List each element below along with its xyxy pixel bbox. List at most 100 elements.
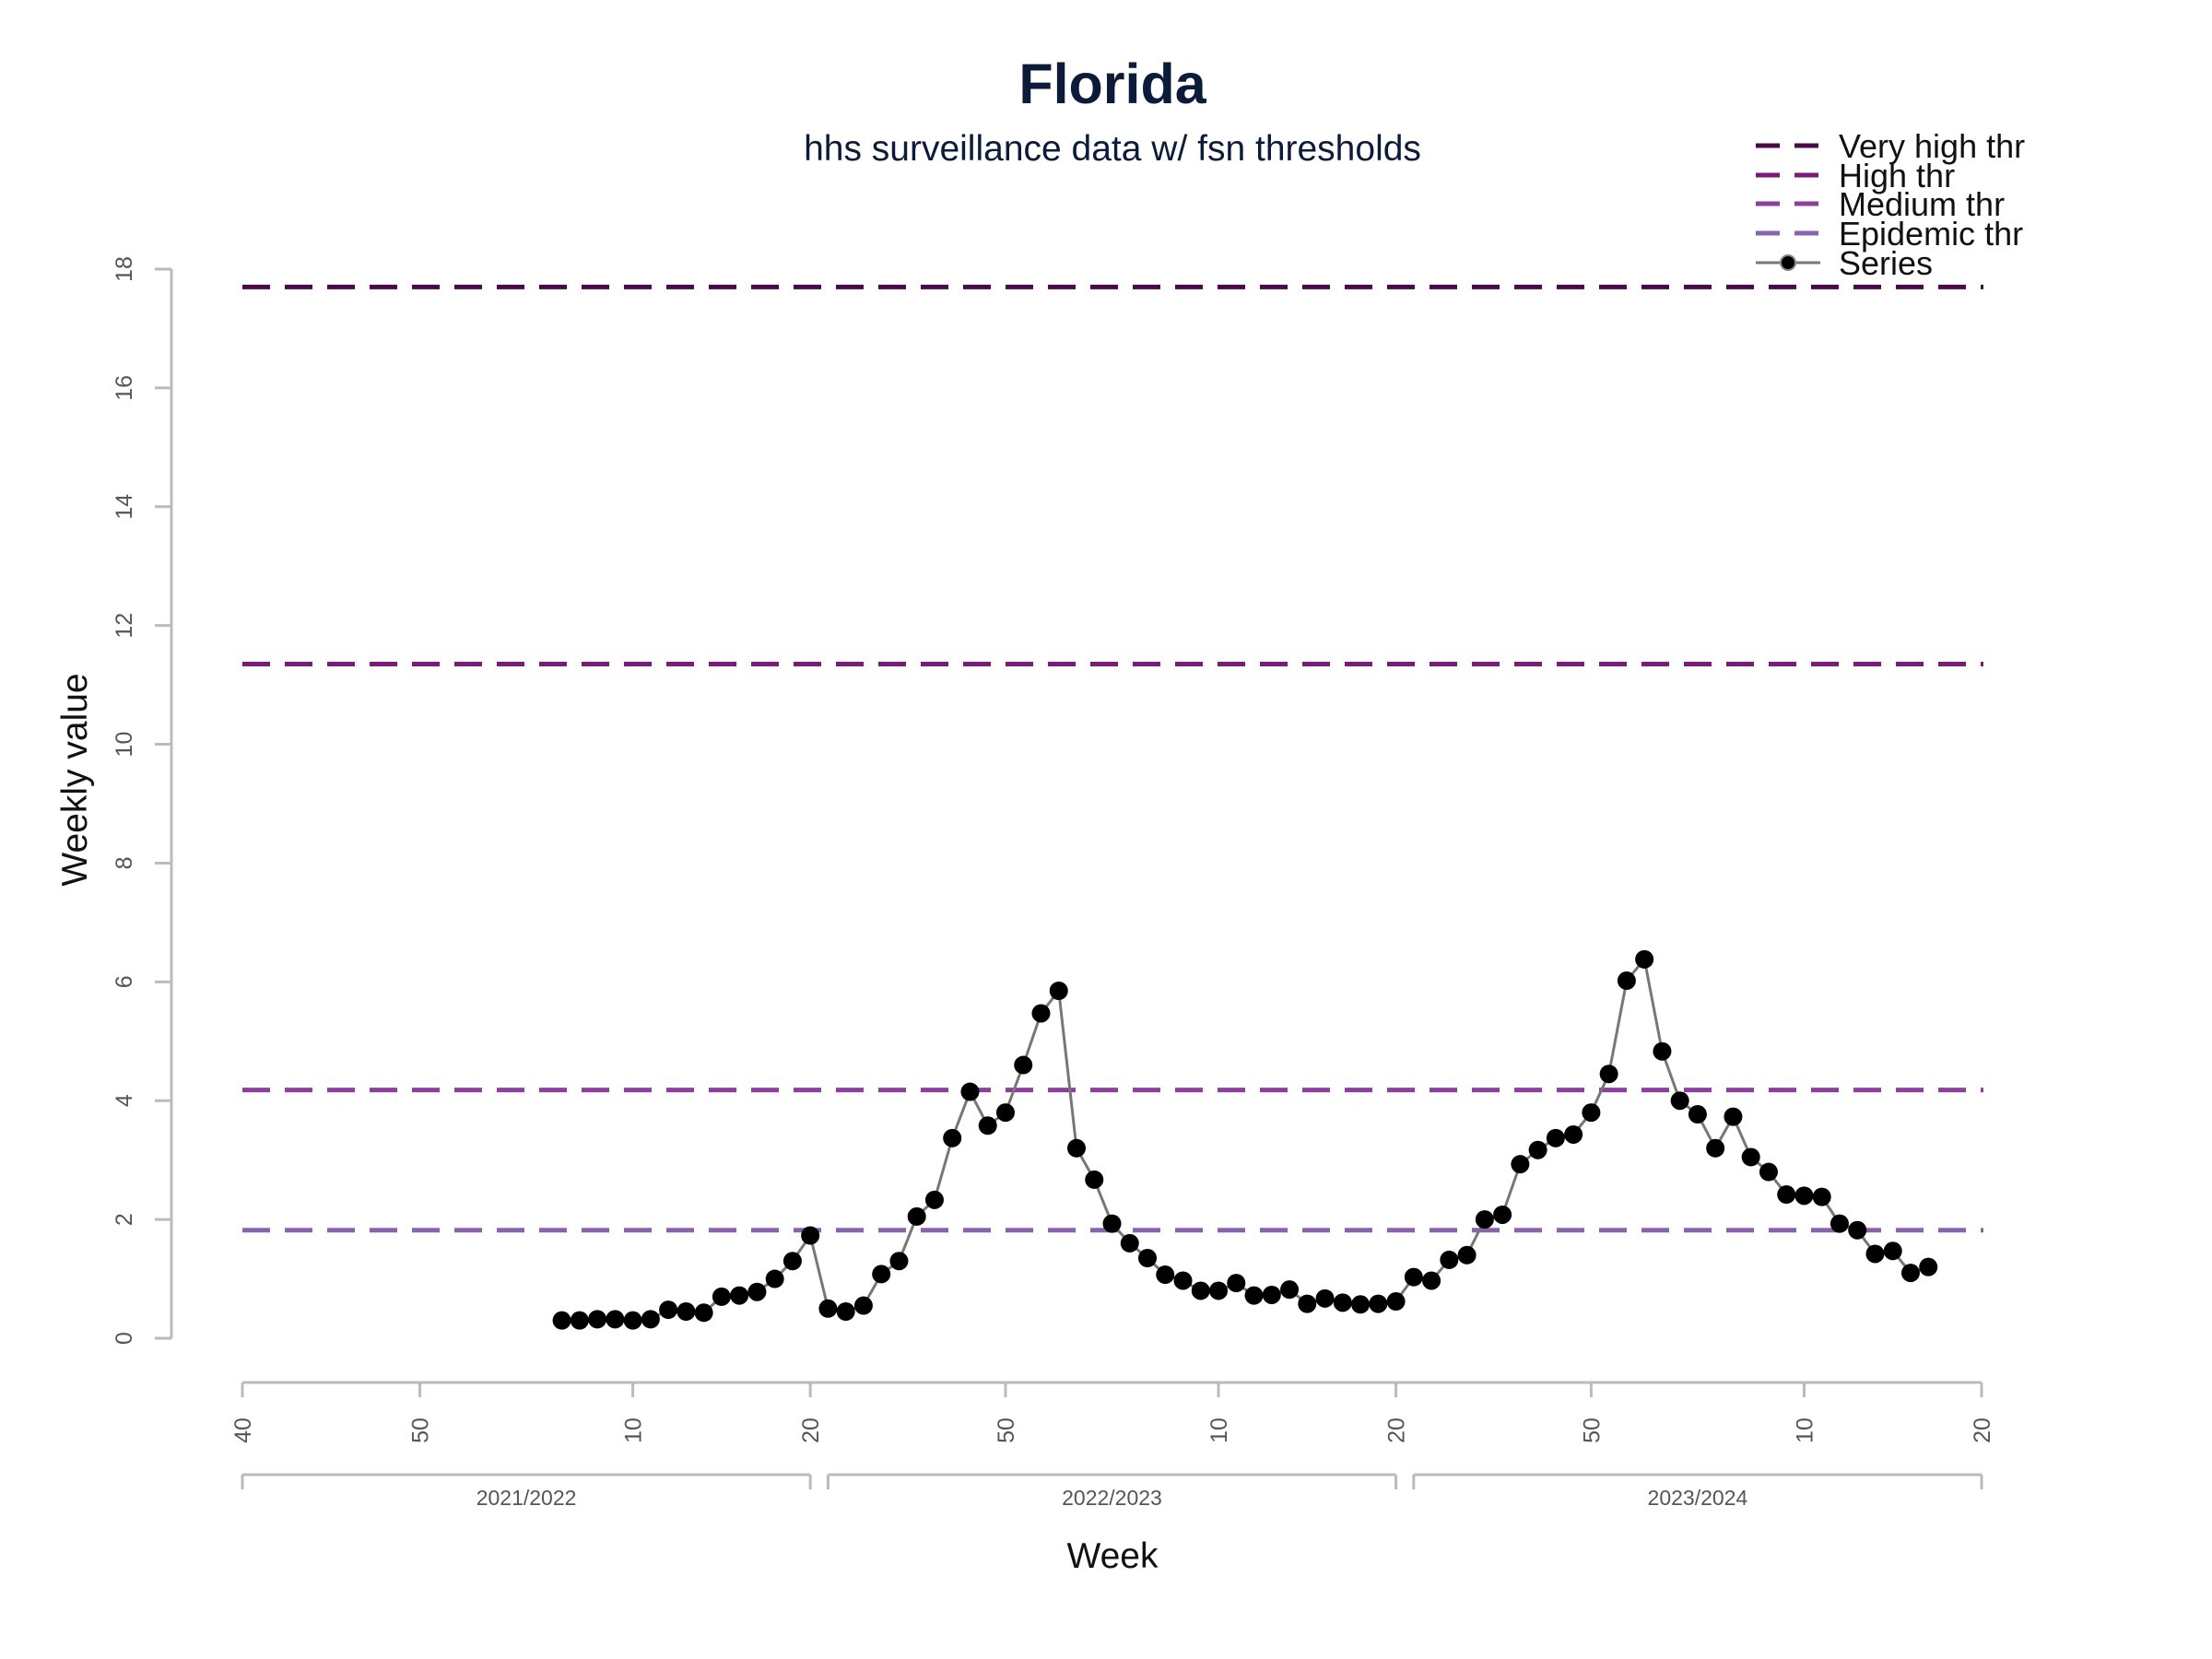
x-tick-label: 10: [1206, 1418, 1232, 1443]
data-point: [1635, 949, 1654, 969]
data-point: [1066, 1138, 1086, 1158]
data-point: [552, 1311, 571, 1330]
data-point: [1457, 1245, 1477, 1265]
y-axis: 0 2 4 6 8 10 12 14 16 18: [112, 256, 173, 1345]
data-point: [1599, 1065, 1618, 1084]
y-tick-label: 12: [112, 613, 137, 639]
data-point: [1298, 1294, 1317, 1313]
data-point: [1244, 1286, 1264, 1305]
y-axis-label: Weekly value: [55, 673, 95, 886]
data-point: [924, 1190, 944, 1209]
data-point: [1670, 1091, 1689, 1111]
data-point: [1706, 1138, 1725, 1158]
x-tick-label: 50: [1579, 1418, 1605, 1443]
y-tick-label: 14: [112, 494, 137, 520]
y-tick-label: 0: [112, 1332, 137, 1345]
data-point: [943, 1128, 962, 1147]
data-point: [1759, 1162, 1778, 1182]
data-point: [1653, 1041, 1672, 1061]
x-axis-label: Week: [1067, 1536, 1159, 1576]
data-point: [1191, 1281, 1210, 1300]
data-point: [641, 1310, 660, 1329]
data-point: [747, 1282, 767, 1301]
data-point: [1919, 1257, 1938, 1277]
legend-label-3: Epidemic thr: [1839, 215, 2023, 253]
data-point: [1120, 1233, 1139, 1253]
data-point: [1528, 1140, 1547, 1159]
data-point: [1049, 982, 1068, 1000]
data-point: [960, 1082, 980, 1101]
series-layer: [552, 949, 1938, 1330]
data-point: [907, 1206, 926, 1226]
data-point: [1493, 1205, 1512, 1224]
data-point: [978, 1116, 997, 1135]
data-point: [1582, 1103, 1601, 1123]
data-point: [1422, 1271, 1441, 1290]
data-point: [1741, 1147, 1760, 1167]
data-point: [1315, 1288, 1335, 1308]
data-point: [1883, 1241, 1902, 1261]
legend-series-marker: [1780, 254, 1796, 271]
legend-label-2: Medium thr: [1839, 185, 2005, 223]
data-point: [801, 1226, 820, 1245]
data-point: [1777, 1185, 1796, 1205]
data-point: [606, 1310, 625, 1329]
data-point: [1511, 1155, 1530, 1174]
data-point: [1812, 1187, 1831, 1206]
data-point: [1085, 1170, 1104, 1189]
x-tick-label: 10: [621, 1418, 647, 1443]
data-point: [1102, 1214, 1122, 1233]
legend-label-series: Series: [1839, 244, 1933, 282]
x-tick-label: 20: [798, 1418, 824, 1443]
data-point: [1173, 1271, 1193, 1290]
data-point: [1617, 971, 1636, 991]
y-tick-label: 10: [112, 732, 137, 758]
data-point: [1440, 1250, 1459, 1269]
season-label: 2021/2022: [477, 1486, 577, 1510]
data-point: [1865, 1244, 1885, 1264]
data-point: [836, 1302, 855, 1321]
y-tick-label: 16: [112, 375, 137, 401]
x-tick-label: 50: [994, 1418, 1019, 1443]
data-point: [659, 1300, 678, 1320]
data-point: [872, 1265, 891, 1284]
data-point: [623, 1311, 642, 1330]
data-point: [1209, 1281, 1229, 1300]
data-point: [765, 1269, 784, 1288]
x-axis: 40 50 10 20 50 10 20 50 10 20: [230, 1381, 1995, 1443]
data-point: [570, 1311, 589, 1330]
data-point: [1280, 1280, 1300, 1300]
data-point: [1404, 1267, 1423, 1287]
data-point: [1688, 1105, 1707, 1124]
data-point: [1014, 1055, 1033, 1075]
data-point: [782, 1252, 802, 1271]
y-tick-label: 2: [112, 1213, 137, 1226]
legend-label-1: High thr: [1839, 157, 1955, 194]
data-point: [1848, 1220, 1867, 1240]
chart-subtitle: hhs surveillance data w/ fsn thresholds: [804, 129, 1421, 169]
data-point: [1156, 1265, 1175, 1285]
data-point: [730, 1286, 749, 1305]
x-tick-label: 20: [1384, 1418, 1410, 1443]
data-point: [1546, 1128, 1565, 1147]
data-point: [1475, 1210, 1494, 1230]
x-tick-label: 50: [408, 1418, 434, 1443]
threshold-lines: [242, 284, 1983, 1233]
chart-title: Florida: [1018, 53, 1206, 115]
data-point: [1351, 1295, 1371, 1314]
data-point: [588, 1310, 607, 1329]
data-point: [1333, 1293, 1352, 1312]
series-line-0: [561, 956, 1929, 1323]
data-point: [1262, 1285, 1281, 1304]
data-point: [853, 1296, 873, 1315]
data-point: [995, 1103, 1015, 1123]
data-point: [1900, 1264, 1920, 1283]
season-label: 2022/2023: [1062, 1486, 1162, 1510]
y-tick-label: 6: [112, 975, 137, 988]
x-tick-label: 10: [1792, 1418, 1818, 1443]
data-point: [889, 1252, 909, 1271]
data-point: [1369, 1294, 1388, 1313]
legend-label-0: Very high thr: [1839, 127, 2025, 165]
